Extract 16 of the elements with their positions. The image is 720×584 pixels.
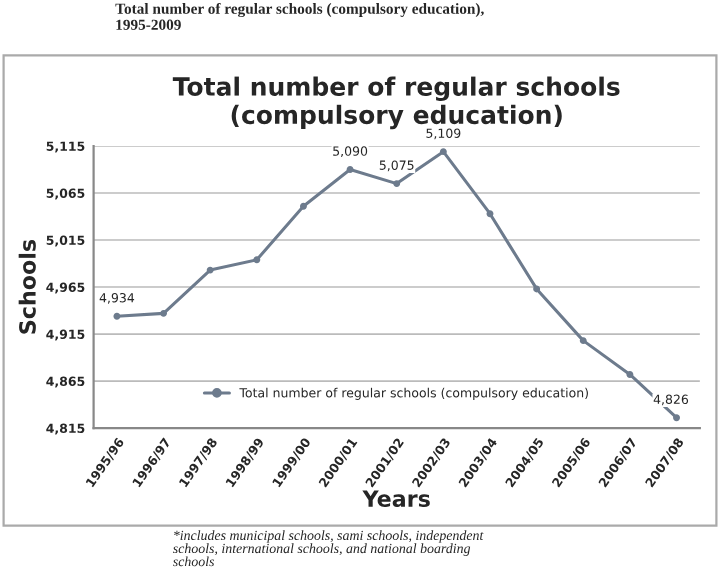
- point: [206, 266, 214, 274]
- chart-title: Total number of regular schools (compulsory education): [172, 76, 620, 130]
- y-axis-title: Schools: [18, 239, 36, 334]
- point: [393, 180, 401, 188]
- point: [626, 371, 634, 378]
- point: [160, 309, 168, 317]
- x-axis-title: Years: [362, 490, 430, 508]
- point: [113, 312, 121, 320]
- point: [299, 202, 307, 210]
- point: [346, 166, 354, 173]
- point: [673, 414, 680, 422]
- point: [439, 148, 447, 156]
- point: [253, 256, 261, 264]
- point: [486, 210, 494, 218]
- point: [533, 285, 541, 293]
- point: [579, 337, 587, 345]
